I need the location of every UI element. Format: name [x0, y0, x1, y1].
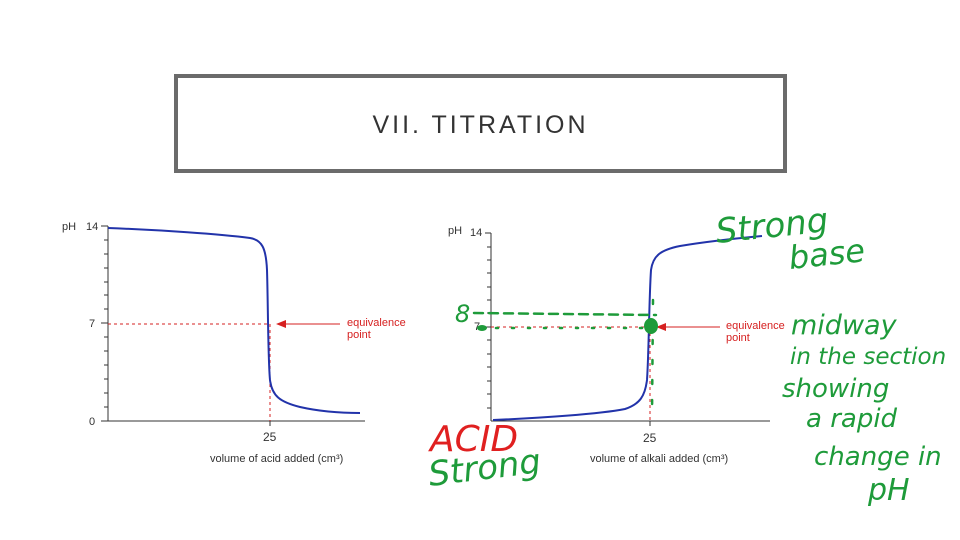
handwritten-acid: ACID: [428, 419, 518, 460]
left-xtick-25: 25: [263, 430, 277, 444]
right-xlabel: volume of alkali added (cm³): [590, 453, 728, 465]
left-ytick-14: 14: [86, 221, 98, 233]
handwritten-strong-base-2: base: [787, 231, 867, 277]
midpoint-dotted-vline: [650, 298, 655, 418]
equivalence-point-blob: [644, 318, 658, 334]
ph8-dashed-line: [472, 311, 658, 317]
right-xtick-25: 25: [643, 431, 657, 445]
handwritten-a-rapid: a rapid: [806, 404, 898, 434]
left-ytick-0: 0: [89, 416, 95, 428]
right-ylabel: pH: [448, 225, 462, 237]
right-equivalence-label-2: point: [726, 332, 750, 344]
left-equivalence-arrow-head: [276, 320, 286, 328]
left-ylabel: pH: [62, 221, 76, 233]
handwritten-ph: pH: [867, 473, 910, 508]
right-equivalence-label-1: equivalence: [726, 320, 785, 332]
left-equivalence-label-2: point: [347, 329, 371, 341]
handwritten-showing: showing: [782, 374, 889, 404]
handwritten-midway: midway: [791, 310, 898, 341]
left-ytick-7: 7: [89, 318, 95, 330]
handwritten-eight: 8: [455, 300, 470, 328]
right-ytick-14: 14: [470, 227, 482, 239]
slide-title: VII. TITRATION: [372, 111, 589, 139]
right-titration-chart: pH 14 7 equivalence point: [448, 225, 785, 465]
right-ytick-7: 7: [474, 321, 480, 333]
left-titration-chart: pH 14 7 0 equivalence: [62, 221, 406, 465]
left-y-axis: [101, 225, 109, 422]
right-titration-curve: [492, 235, 763, 421]
handwritten-in-the-section: in the section: [790, 344, 946, 370]
left-titration-curve: [107, 227, 361, 414]
left-xlabel: volume of acid added (cm³): [210, 453, 343, 465]
title-box: VII. TITRATION: [174, 74, 787, 173]
ph7-start-dot: [477, 325, 487, 331]
left-equivalence-label-1: equivalence: [347, 317, 406, 329]
handwritten-change-in: change in: [814, 442, 942, 472]
right-equivalence-arrow-head: [656, 323, 666, 331]
handwritten-annotations: 8 Strong base ACID Strong midway in the …: [426, 200, 946, 508]
